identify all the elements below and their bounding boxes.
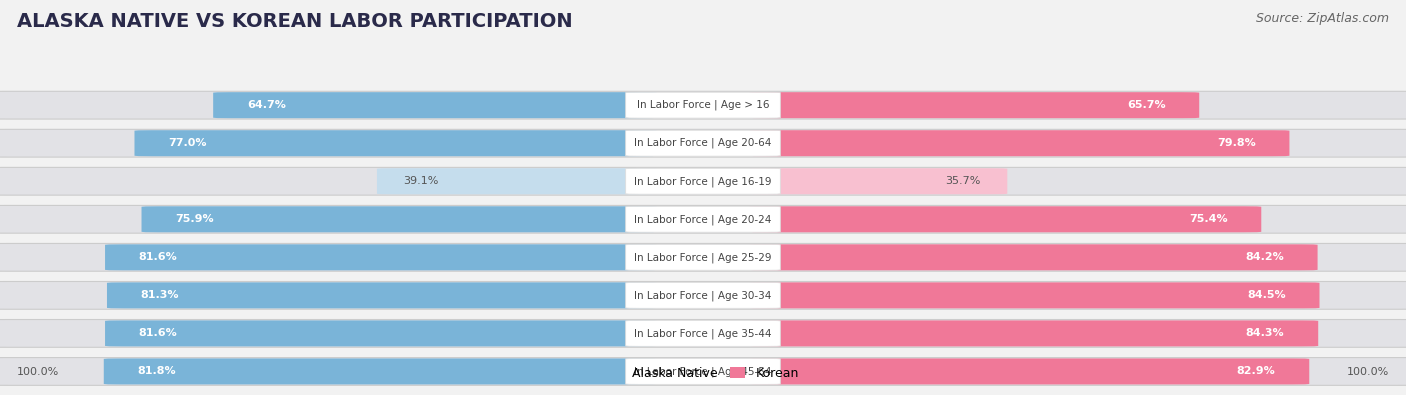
FancyBboxPatch shape	[105, 320, 657, 346]
Text: 81.6%: 81.6%	[139, 328, 177, 339]
Text: In Labor Force | Age 20-64: In Labor Force | Age 20-64	[634, 138, 772, 149]
Text: 39.1%: 39.1%	[404, 176, 439, 186]
Text: In Labor Force | Age 45-54: In Labor Force | Age 45-54	[634, 366, 772, 377]
FancyBboxPatch shape	[214, 92, 657, 118]
FancyBboxPatch shape	[0, 129, 1406, 157]
FancyBboxPatch shape	[105, 245, 657, 270]
Text: 82.9%: 82.9%	[1237, 367, 1275, 376]
FancyBboxPatch shape	[749, 245, 1317, 270]
FancyBboxPatch shape	[107, 282, 657, 308]
Text: Source: ZipAtlas.com: Source: ZipAtlas.com	[1256, 12, 1389, 25]
FancyBboxPatch shape	[142, 206, 657, 232]
FancyBboxPatch shape	[749, 130, 1289, 156]
Text: 81.6%: 81.6%	[139, 252, 177, 262]
Text: 75.9%: 75.9%	[176, 214, 214, 224]
FancyBboxPatch shape	[0, 282, 1406, 309]
Legend: Alaska Native, Korean: Alaska Native, Korean	[602, 362, 804, 385]
Text: 75.4%: 75.4%	[1189, 214, 1227, 224]
Text: 35.7%: 35.7%	[945, 176, 980, 186]
FancyBboxPatch shape	[626, 206, 780, 232]
FancyBboxPatch shape	[749, 92, 1199, 118]
FancyBboxPatch shape	[0, 357, 1406, 386]
FancyBboxPatch shape	[626, 92, 780, 118]
Text: In Labor Force | Age 30-34: In Labor Force | Age 30-34	[634, 290, 772, 301]
FancyBboxPatch shape	[626, 282, 780, 308]
FancyBboxPatch shape	[626, 130, 780, 156]
Text: 65.7%: 65.7%	[1126, 100, 1166, 110]
FancyBboxPatch shape	[0, 91, 1406, 119]
Text: 100.0%: 100.0%	[1347, 367, 1389, 377]
FancyBboxPatch shape	[749, 358, 1309, 384]
FancyBboxPatch shape	[626, 359, 780, 384]
Text: 84.5%: 84.5%	[1247, 290, 1285, 300]
FancyBboxPatch shape	[135, 130, 657, 156]
Text: In Labor Force | Age 16-19: In Labor Force | Age 16-19	[634, 176, 772, 186]
FancyBboxPatch shape	[377, 168, 657, 194]
Text: 77.0%: 77.0%	[169, 138, 207, 148]
Text: In Labor Force | Age 20-24: In Labor Force | Age 20-24	[634, 214, 772, 224]
FancyBboxPatch shape	[749, 206, 1261, 232]
Text: 64.7%: 64.7%	[247, 100, 285, 110]
FancyBboxPatch shape	[626, 245, 780, 270]
Text: 81.8%: 81.8%	[138, 367, 176, 376]
FancyBboxPatch shape	[749, 320, 1319, 346]
Text: In Labor Force | Age > 16: In Labor Force | Age > 16	[637, 100, 769, 111]
FancyBboxPatch shape	[0, 167, 1406, 195]
Text: 84.2%: 84.2%	[1246, 252, 1284, 262]
Text: ALASKA NATIVE VS KOREAN LABOR PARTICIPATION: ALASKA NATIVE VS KOREAN LABOR PARTICIPAT…	[17, 12, 572, 31]
FancyBboxPatch shape	[0, 243, 1406, 271]
Text: 81.3%: 81.3%	[141, 290, 179, 300]
Text: 84.3%: 84.3%	[1246, 328, 1285, 339]
FancyBboxPatch shape	[0, 205, 1406, 233]
FancyBboxPatch shape	[626, 168, 780, 194]
FancyBboxPatch shape	[104, 358, 657, 384]
FancyBboxPatch shape	[749, 168, 1007, 194]
Text: In Labor Force | Age 25-29: In Labor Force | Age 25-29	[634, 252, 772, 263]
Text: 79.8%: 79.8%	[1218, 138, 1256, 148]
Text: 100.0%: 100.0%	[17, 367, 59, 377]
FancyBboxPatch shape	[0, 320, 1406, 347]
Text: In Labor Force | Age 35-44: In Labor Force | Age 35-44	[634, 328, 772, 339]
FancyBboxPatch shape	[749, 282, 1319, 308]
FancyBboxPatch shape	[626, 320, 780, 346]
